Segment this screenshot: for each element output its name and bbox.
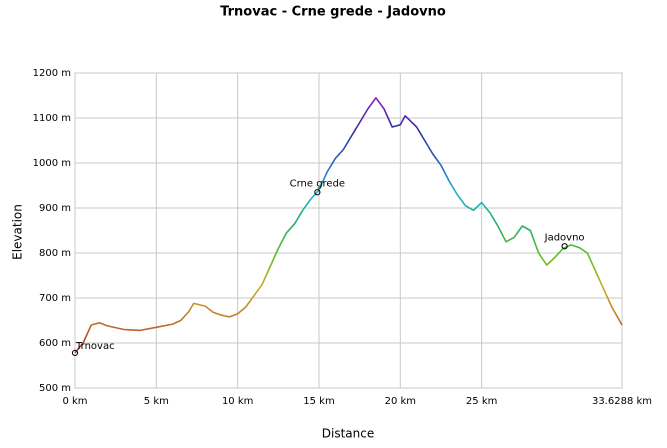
chart-title: Trnovac - Crne grede - Jadovno [220, 5, 446, 20]
waypoint-label: Jadovno [544, 232, 585, 243]
elevation-line [74, 97, 623, 354]
y-tick-label: 700 m [39, 293, 71, 304]
x-tick-label: 20 km [385, 396, 416, 407]
waypoint [561, 243, 568, 250]
x-tick-label: 33.6288 km [592, 396, 652, 407]
plot-frame [74, 72, 623, 389]
x-tick-label: 10 km [222, 396, 253, 407]
waypoint-label: Trnovac [75, 341, 115, 352]
x-axis-title: Distance [322, 427, 374, 441]
y-axis-title: Elevation [11, 204, 25, 260]
x-tick-label: 25 km [466, 396, 497, 407]
y-tick-label: 500 m [39, 383, 71, 394]
waypoint-label: Crne grede [290, 178, 345, 189]
waypoint [71, 349, 79, 356]
x-tick-label: 15 km [303, 396, 334, 407]
y-tick-label: 900 m [39, 203, 71, 214]
y-tick-label: 1000 m [33, 158, 71, 169]
y-tick-label: 800 m [39, 248, 71, 259]
waypoint [314, 189, 321, 196]
x-tick-label: 5 km [144, 396, 169, 407]
y-tick-label: 600 m [39, 338, 71, 349]
x-tick-label: 0 km [62, 396, 87, 407]
y-tick-label: 1200 m [33, 68, 71, 79]
y-tick-label: 1100 m [33, 113, 71, 124]
